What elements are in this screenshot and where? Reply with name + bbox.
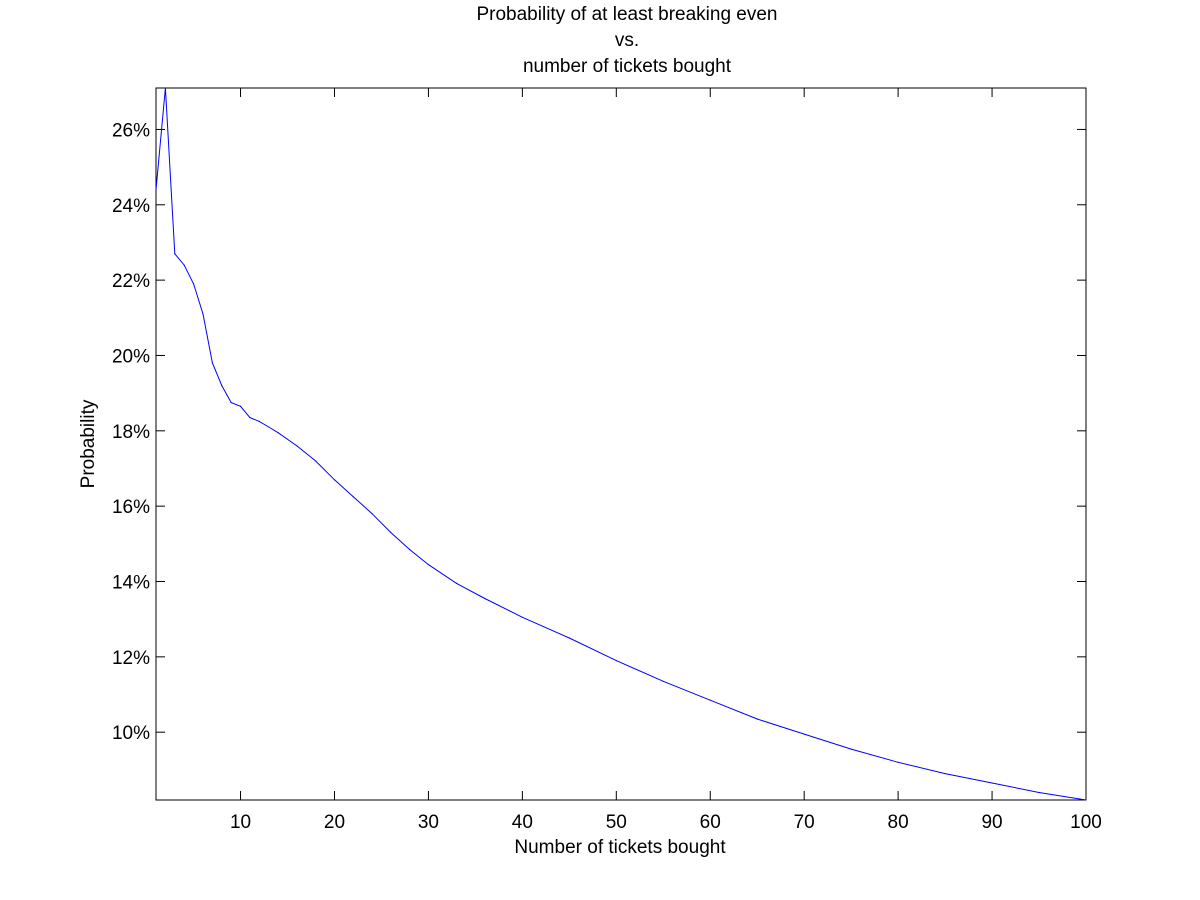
data-point — [192, 283, 195, 285]
y-tick-label: 26% — [112, 120, 150, 141]
x-tick-label: 70 — [794, 812, 815, 833]
y-tick-label: 10% — [112, 723, 150, 744]
x-tick-label: 100 — [1070, 812, 1102, 833]
data-point — [850, 748, 852, 750]
y-tick-label: 20% — [112, 346, 150, 367]
data-point — [277, 432, 279, 434]
data-point — [164, 87, 166, 89]
data-point — [662, 680, 664, 682]
data-point — [296, 445, 298, 447]
data-point — [1085, 799, 1087, 801]
title-line-3: number of tickets bought — [523, 56, 732, 77]
data-point — [803, 733, 805, 735]
data-point — [155, 189, 157, 191]
data-point — [371, 513, 373, 515]
data-point — [390, 531, 392, 534]
x-axis-label: Number of tickets bought — [514, 837, 726, 858]
data-point — [211, 362, 213, 364]
data-point — [521, 616, 523, 618]
data-point — [333, 479, 336, 481]
x-tick-label: 90 — [981, 812, 1002, 833]
x-tick-label: 30 — [418, 812, 439, 833]
data-point — [315, 460, 317, 462]
data-point — [709, 699, 711, 701]
data-point — [756, 718, 758, 720]
y-tick-label: 16% — [112, 497, 150, 518]
x-tick-label: 40 — [512, 812, 533, 833]
title-line-2: vs. — [615, 30, 639, 51]
data-point — [1038, 791, 1040, 794]
y-axis-ticks: 10% 12% 14% 16% 18% 20% 22% 24% 26% — [112, 120, 1086, 744]
data-point — [352, 496, 354, 498]
y-tick-label: 14% — [112, 573, 150, 594]
y-tick-label: 22% — [112, 271, 150, 292]
x-axis-ticks: 10 20 30 40 50 60 70 80 90 100 — [230, 88, 1102, 833]
data-point — [897, 761, 899, 763]
series-layer — [155, 87, 1087, 801]
data-point — [239, 405, 242, 407]
x-tick-label: 20 — [324, 812, 345, 833]
data-point — [230, 401, 232, 404]
y-axis-label: Probability — [78, 399, 99, 488]
y-tick-label: 18% — [112, 422, 150, 443]
data-point — [615, 660, 617, 662]
data-point — [484, 597, 486, 600]
data-point — [174, 253, 176, 255]
title-line-1: Probability of at least breaking even — [476, 4, 777, 25]
data-point — [427, 563, 430, 566]
data-point — [456, 582, 458, 584]
data-point — [249, 417, 251, 419]
data-point — [991, 782, 993, 784]
x-tick-label: 50 — [606, 812, 627, 833]
data-point — [258, 420, 260, 422]
data-point — [268, 426, 270, 428]
data-point — [568, 637, 570, 639]
plot-area — [155, 87, 1087, 801]
y-tick-label: 24% — [112, 196, 150, 217]
x-tick-label: 10 — [230, 812, 251, 833]
chart-title: Probability of at least breaking even vs… — [476, 4, 777, 77]
data-point — [944, 773, 946, 775]
data-point — [409, 548, 411, 551]
data-point — [183, 264, 185, 266]
x-tick-label: 60 — [700, 812, 721, 833]
data-point — [202, 313, 204, 315]
x-tick-label: 80 — [888, 812, 909, 833]
y-tick-label: 12% — [112, 648, 150, 669]
data-point — [221, 385, 223, 387]
